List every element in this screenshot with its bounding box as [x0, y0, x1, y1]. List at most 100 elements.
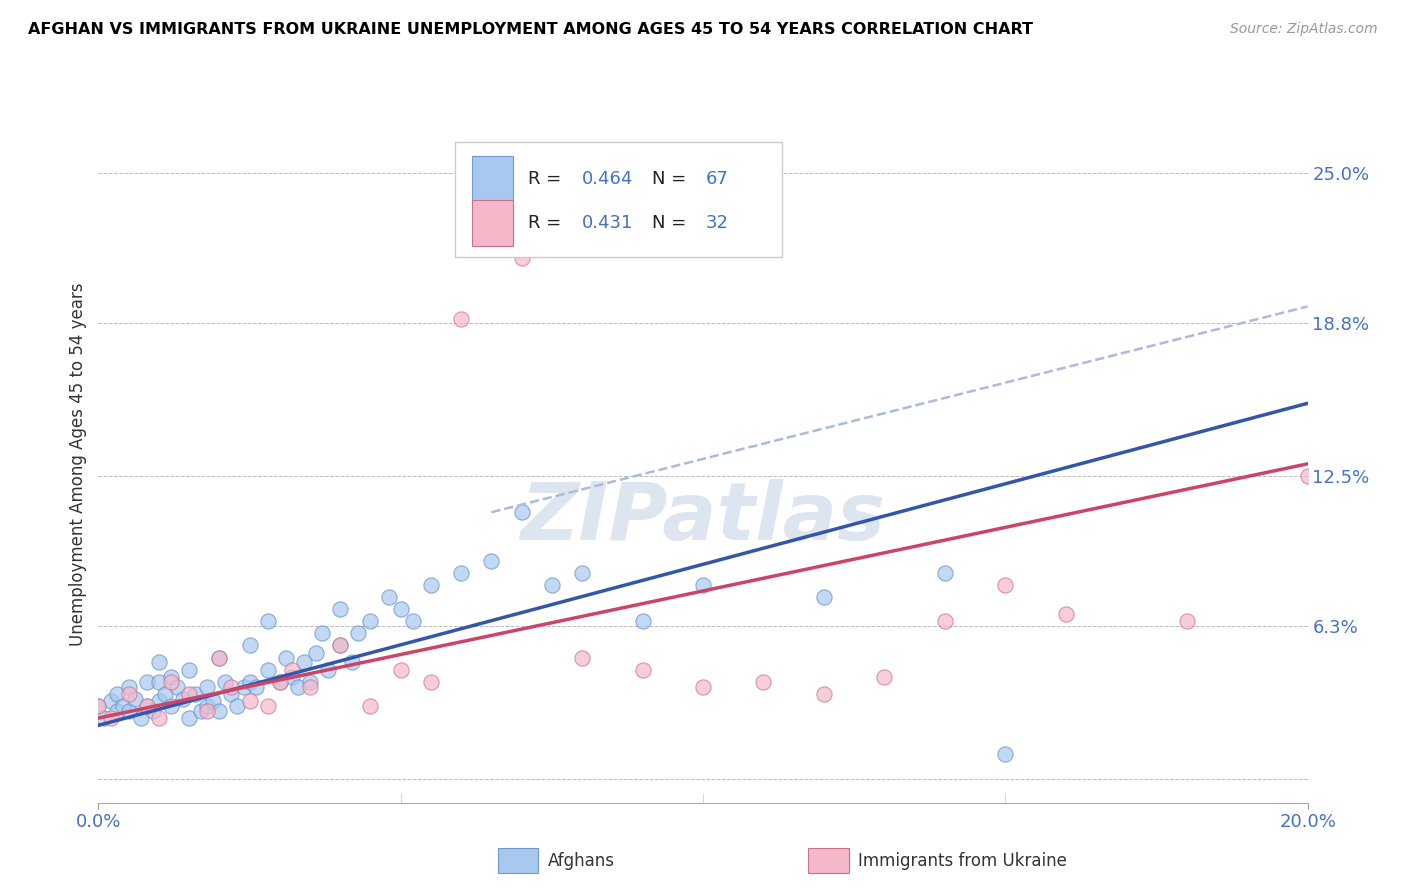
Text: 0.431: 0.431: [582, 214, 634, 232]
Point: [994, 747, 1017, 762]
Text: Afghans: Afghans: [548, 852, 616, 870]
Point: [184, 687, 207, 701]
Point: [256, 698, 278, 713]
Point: [813, 590, 835, 604]
Point: [208, 650, 231, 665]
Point: [481, 554, 503, 568]
Text: N =: N =: [652, 170, 692, 188]
Point: [160, 698, 183, 713]
Point: [239, 674, 262, 689]
Point: [208, 704, 231, 718]
Point: [166, 680, 188, 694]
Point: [510, 251, 533, 265]
Point: [179, 687, 201, 701]
Point: [190, 704, 212, 718]
Point: [402, 614, 425, 628]
Point: [195, 680, 218, 694]
Point: [873, 670, 896, 684]
Point: [172, 691, 194, 706]
Point: [202, 694, 225, 708]
Point: [299, 674, 322, 689]
Point: [195, 704, 218, 718]
Point: [360, 614, 382, 628]
Point: [142, 704, 165, 718]
Point: [571, 566, 593, 580]
Point: [540, 578, 562, 592]
Point: [124, 691, 146, 706]
Point: [342, 656, 364, 670]
Point: [420, 674, 443, 689]
Point: [118, 687, 141, 701]
Point: [420, 578, 443, 592]
Point: [347, 626, 370, 640]
Point: [934, 566, 956, 580]
Point: [239, 694, 262, 708]
Text: N =: N =: [652, 214, 692, 232]
Point: [631, 614, 654, 628]
Point: [450, 311, 472, 326]
Point: [287, 680, 309, 694]
Point: [153, 687, 176, 701]
Point: [93, 711, 115, 725]
Point: [692, 680, 714, 694]
Text: 0.464: 0.464: [582, 170, 634, 188]
Point: [450, 566, 472, 580]
Point: [160, 674, 183, 689]
Point: [100, 711, 122, 725]
Point: [1175, 614, 1198, 628]
Point: [299, 680, 322, 694]
Point: [269, 674, 291, 689]
Point: [316, 663, 339, 677]
Point: [105, 704, 128, 718]
Point: [245, 680, 267, 694]
FancyBboxPatch shape: [472, 201, 513, 246]
Point: [208, 650, 231, 665]
Point: [118, 680, 141, 694]
Point: [148, 674, 170, 689]
Point: [692, 578, 714, 592]
Point: [305, 646, 328, 660]
Point: [329, 602, 352, 616]
Point: [221, 687, 243, 701]
Point: [214, 674, 236, 689]
Point: [100, 694, 122, 708]
Point: [934, 614, 956, 628]
Point: [148, 656, 170, 670]
Point: [221, 680, 243, 694]
Text: R =: R =: [527, 214, 567, 232]
Point: [226, 698, 249, 713]
Point: [148, 694, 170, 708]
Point: [281, 670, 304, 684]
Point: [631, 663, 654, 677]
Point: [135, 674, 157, 689]
Point: [389, 602, 412, 616]
Point: [813, 687, 835, 701]
Point: [148, 711, 170, 725]
Y-axis label: Unemployment Among Ages 45 to 54 years: Unemployment Among Ages 45 to 54 years: [69, 282, 87, 646]
Text: ZIPatlas: ZIPatlas: [520, 479, 886, 558]
Point: [329, 639, 352, 653]
Point: [87, 698, 110, 713]
Point: [129, 711, 152, 725]
Text: 32: 32: [706, 214, 728, 232]
Point: [179, 711, 201, 725]
Point: [752, 674, 775, 689]
FancyBboxPatch shape: [472, 156, 513, 202]
Point: [274, 650, 297, 665]
Point: [269, 674, 291, 689]
Point: [135, 698, 157, 713]
Point: [118, 704, 141, 718]
Point: [111, 698, 134, 713]
Point: [377, 590, 399, 604]
Point: [256, 663, 278, 677]
FancyBboxPatch shape: [456, 142, 782, 257]
Point: [135, 698, 157, 713]
Text: Immigrants from Ukraine: Immigrants from Ukraine: [858, 852, 1067, 870]
Text: AFGHAN VS IMMIGRANTS FROM UKRAINE UNEMPLOYMENT AMONG AGES 45 TO 54 YEARS CORRELA: AFGHAN VS IMMIGRANTS FROM UKRAINE UNEMPL…: [28, 22, 1033, 37]
Point: [281, 663, 304, 677]
Point: [571, 650, 593, 665]
Point: [87, 698, 110, 713]
Point: [329, 639, 352, 653]
Point: [195, 698, 218, 713]
Point: [1054, 607, 1077, 621]
